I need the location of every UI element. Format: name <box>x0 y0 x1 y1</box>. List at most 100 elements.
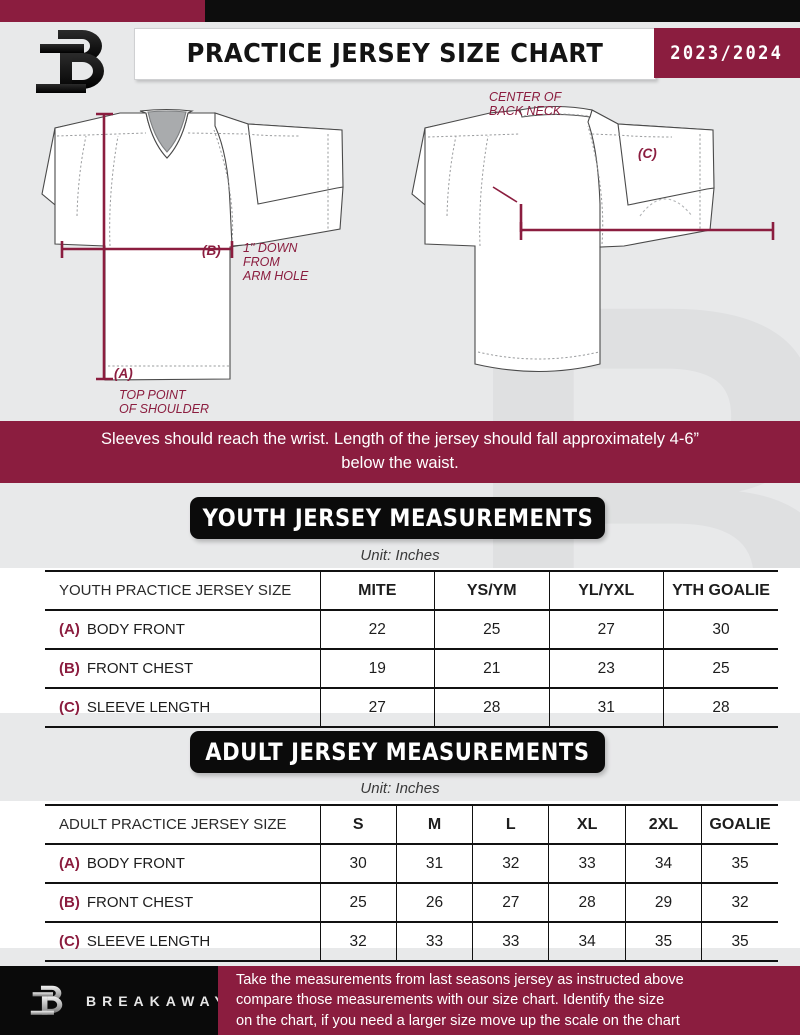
adult-cell-0-0: 30 <box>320 843 397 884</box>
adult-cell-1-3: 28 <box>548 883 626 923</box>
svg-text:BACK NECK: BACK NECK <box>489 104 562 118</box>
table-row: (C) SLEEVE LENGTH 32 33 33 34 35 35 <box>45 922 778 962</box>
youth-cell-2-2: 31 <box>549 688 664 728</box>
youth-section-title: YOUTH JERSEY MEASUREMENTS <box>202 504 593 532</box>
title-box: PRACTICE JERSEY SIZE CHART <box>134 28 656 80</box>
youth-cell-2-1: 28 <box>434 688 550 728</box>
youth-cell-2-3: 28 <box>663 688 778 728</box>
youth-cell-0-0: 22 <box>320 609 435 650</box>
marker-a: (A) <box>59 621 80 638</box>
svg-text:(A): (A) <box>114 366 133 381</box>
youth-cell-1-2: 23 <box>549 649 664 689</box>
adult-cell-2-5: 35 <box>701 922 778 962</box>
adult-section-pill: ADULT JERSEY MEASUREMENTS <box>190 731 605 773</box>
marker-c: (C) <box>59 933 80 950</box>
adult-size-col-2: L <box>472 804 550 845</box>
fit-instruction-banner: Sleeves should reach the wrist. Length o… <box>0 421 800 483</box>
adult-cell-2-4: 35 <box>625 922 703 962</box>
footer-instructions: Take the measurements from last seasons … <box>218 966 800 1035</box>
table-row: (C) SLEEVE LENGTH 27 28 31 28 <box>45 688 778 728</box>
adult-cell-1-0: 25 <box>320 883 397 923</box>
jersey-measurement-diagram: (A) TOP POINT OF SHOULDER (B) 1" DOWN FR… <box>0 84 800 421</box>
adult-unit-label: Unit: Inches <box>360 780 440 797</box>
adult-section-title: ADULT JERSEY MEASUREMENTS <box>205 738 590 766</box>
svg-text:TOP POINT: TOP POINT <box>119 388 187 402</box>
youth-cell-2-0: 27 <box>320 688 435 728</box>
top-accent-bar <box>0 0 205 22</box>
youth-row-1-label: (B) FRONT CHEST <box>45 649 321 689</box>
adult-row-2-label: (C) SLEEVE LENGTH <box>45 922 321 962</box>
marker-c: (C) <box>59 699 80 716</box>
youth-size-col-0: MITE <box>320 570 435 611</box>
breakaway-b-logo-icon <box>28 978 72 1024</box>
svg-text:FROM: FROM <box>243 255 280 269</box>
adult-cell-0-5: 35 <box>701 843 778 884</box>
breakaway-b-logo-icon <box>30 24 125 102</box>
youth-row-0-label: (A) BODY FRONT <box>45 609 321 650</box>
adult-row-2-text: SLEEVE LENGTH <box>86 933 211 950</box>
adult-cell-2-2: 33 <box>472 922 550 962</box>
footer-note-line-1: Take the measurements from last seasons … <box>236 972 684 989</box>
youth-cell-1-1: 21 <box>434 649 550 689</box>
adult-cell-1-1: 26 <box>396 883 474 923</box>
season-badge: 2023/2024 <box>654 28 800 78</box>
svg-text:ARM HOLE: ARM HOLE <box>242 269 309 283</box>
adult-cell-0-3: 33 <box>548 843 626 884</box>
youth-size-col-1: YS/YM <box>434 570 550 611</box>
youth-row-2-label: (C) SLEEVE LENGTH <box>45 688 321 728</box>
youth-size-col-3: YTH GOALIE <box>663 570 778 611</box>
adult-table-header-row: ADULT PRACTICE JERSEY SIZE S M L XL 2XL … <box>45 804 778 845</box>
adult-row-0-text: BODY FRONT <box>86 855 185 872</box>
youth-cell-0-2: 27 <box>549 609 664 650</box>
footer-note-line-3: on the chart, if you need a larger size … <box>236 1012 680 1029</box>
adult-row-0-label: (A) BODY FRONT <box>45 843 321 884</box>
adult-size-col-0: S <box>320 804 397 845</box>
footer-brand-block: BREAKAWAY <box>0 966 224 1035</box>
adult-cell-2-1: 33 <box>396 922 474 962</box>
table-row: (A) BODY FRONT 22 25 27 30 <box>45 609 778 650</box>
youth-row-2-text: SLEEVE LENGTH <box>86 699 211 716</box>
youth-row-1-text: FRONT CHEST <box>86 660 194 677</box>
youth-size-col-2: YL/YXL <box>549 570 664 611</box>
adult-cell-0-4: 34 <box>625 843 703 884</box>
svg-text:CENTER OF: CENTER OF <box>489 90 563 104</box>
page-title: PRACTICE JERSEY SIZE CHART <box>186 39 604 69</box>
adult-size-col-1: M <box>396 804 474 845</box>
adult-size-col-3: XL <box>548 804 626 845</box>
marker-b: (B) <box>59 894 80 911</box>
youth-unit-label: Unit: Inches <box>360 547 440 564</box>
youth-cell-1-0: 19 <box>320 649 435 689</box>
table-row: (A) BODY FRONT 30 31 32 33 34 35 <box>45 843 778 884</box>
marker-b: (B) <box>59 660 80 677</box>
adult-row-1-label: (B) FRONT CHEST <box>45 883 321 923</box>
page-footer: BREAKAWAY Take the measurements from las… <box>0 966 800 1035</box>
adult-size-label: ADULT PRACTICE JERSEY SIZE <box>45 804 321 845</box>
adult-cell-1-4: 29 <box>625 883 703 923</box>
adult-cell-2-3: 34 <box>548 922 626 962</box>
svg-text:1" DOWN: 1" DOWN <box>243 241 298 255</box>
adult-cell-1-5: 32 <box>701 883 778 923</box>
adult-row-1-text: FRONT CHEST <box>86 894 194 911</box>
adult-cell-0-2: 32 <box>472 843 550 884</box>
table-row: (B) FRONT CHEST 25 26 27 28 29 32 <box>45 883 778 923</box>
youth-size-label: YOUTH PRACTICE JERSEY SIZE <box>45 570 321 611</box>
youth-table-header-row: YOUTH PRACTICE JERSEY SIZE MITE YS/YM YL… <box>45 570 778 611</box>
adult-cell-1-2: 27 <box>472 883 550 923</box>
footer-brand-name: BREAKAWAY <box>86 992 230 1009</box>
youth-measurements-table: YOUTH PRACTICE JERSEY SIZE MITE YS/YM YL… <box>45 570 778 728</box>
adult-size-col-4: 2XL <box>625 804 703 845</box>
youth-cell-0-3: 30 <box>663 609 778 650</box>
fit-instruction-text: Sleeves should reach the wrist. Length o… <box>101 430 699 472</box>
marker-a: (A) <box>59 855 80 872</box>
page-header: PRACTICE JERSEY SIZE CHART 2023/2024 <box>0 22 800 93</box>
youth-cell-1-3: 25 <box>663 649 778 689</box>
adult-cell-2-0: 32 <box>320 922 397 962</box>
youth-section-pill: YOUTH JERSEY MEASUREMENTS <box>190 497 605 539</box>
adult-size-col-5: GOALIE <box>701 804 778 845</box>
youth-row-0-text: BODY FRONT <box>86 621 185 638</box>
svg-text:(C): (C) <box>638 146 657 161</box>
adult-measurements-table: ADULT PRACTICE JERSEY SIZE S M L XL 2XL … <box>45 804 778 962</box>
svg-text:(B): (B) <box>202 243 221 258</box>
season-text: 2023/2024 <box>670 42 784 64</box>
